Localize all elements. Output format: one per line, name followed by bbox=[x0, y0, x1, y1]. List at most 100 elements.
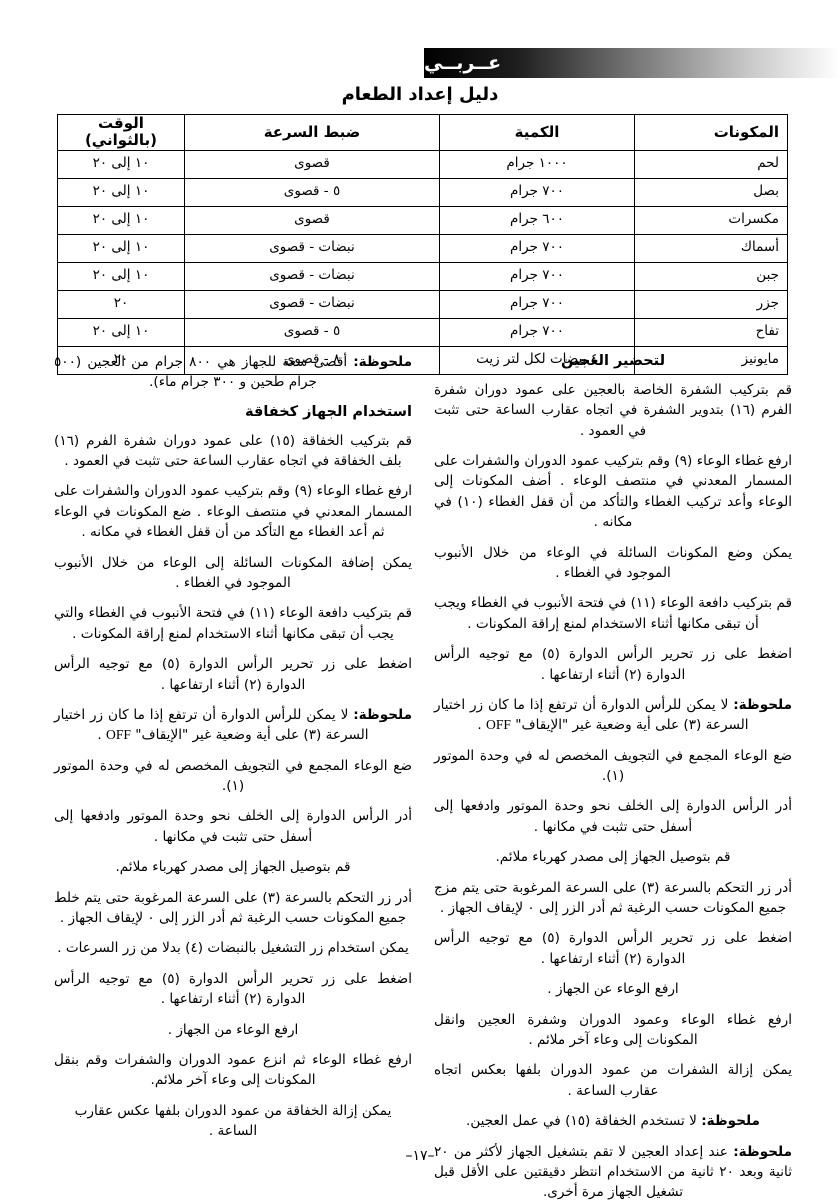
paragraph-lift-bowl: ارفع الوعاء من الجهاز . bbox=[167, 1021, 299, 1038]
note-head-lift: ملحوظة: لا يمكن للرأس الدوارة أن ترتفع إ… bbox=[54, 705, 412, 746]
cell-quantity: ٧٠٠ جرام bbox=[439, 289, 635, 319]
cell-speed: قصوى bbox=[184, 205, 440, 235]
note-text: أقصى سعة للجهاز هي ٨٠٠ جرام من العجين (٥… bbox=[54, 354, 354, 391]
paragraph-lift-bowl: ارفع الوعاء عن الجهاز . bbox=[547, 981, 679, 998]
language-banner: عــربــي bbox=[424, 48, 840, 78]
paragraph-speed-control: أدر زر التحكم بالسرعة (٣) على السرعة الم… bbox=[54, 889, 412, 927]
paragraph-remove-whisk: يمكن إزالة الخفاقة من عمود الدوران بلفها… bbox=[74, 1102, 392, 1140]
note-off-label: OFF bbox=[106, 727, 131, 743]
paragraph-head-release: اضغط على زر تحرير الرأس الدوارة (٥) مع ت… bbox=[434, 646, 792, 683]
cell-speed: نبضات - قصوى bbox=[184, 233, 440, 263]
cell-quantity: ٦٠٠ جرام bbox=[439, 205, 635, 235]
note-label: ملحوظة: bbox=[733, 1143, 792, 1160]
food-guide-table: المكونات الكمية ضبط السرعة الوقت (بالثوا… bbox=[57, 114, 788, 375]
cell-time: ١٠ إلى ٢٠ bbox=[57, 317, 185, 347]
heading-dough-preparation: لتحضير العجين bbox=[560, 353, 666, 369]
cell-speed: قصوى bbox=[184, 149, 440, 179]
table-row: لحم ١٠٠٠ جرام قصوى ١٠ إلى ٢٠ bbox=[57, 149, 788, 179]
paragraph-remove-lid-transfer: ارفع غطاء الوعاء وعمود الدوران وشفرة الع… bbox=[434, 1011, 792, 1048]
cell-speed: ٥ - قصوى bbox=[184, 317, 440, 347]
cell-speed: ٨ - قصوى bbox=[184, 345, 440, 375]
cell-ingredient: أسماك bbox=[634, 233, 788, 263]
paragraph-dough-blade: قم بتركيب الشفرة الخاصة بالعجين على عمود… bbox=[434, 381, 792, 439]
note-text: لا تستخدم الخفاقة (١٥) في عمل العجين. bbox=[466, 1113, 702, 1130]
table-row: مايونيز ٤ بيضات لكل لتر زيت ٨ - قصوى ٢٠ bbox=[57, 345, 788, 375]
column-dough-preparation: لتحضير العجين قم بتركيب الشفرة الخاصة با… bbox=[434, 352, 793, 1200]
paragraph-head-release-2: اضغط على زر تحرير الرأس الدوارة (٥) مع ت… bbox=[434, 930, 792, 967]
cell-quantity: ٧٠٠ جرام bbox=[439, 233, 635, 263]
note-text: لا يمكن للرأس الدوارة أن ترتفع إذا ما كا… bbox=[434, 696, 749, 734]
column-header-ingredient: المكونات bbox=[634, 114, 788, 151]
cell-time: ٢٠ bbox=[57, 345, 185, 375]
cell-ingredient: لحم bbox=[634, 149, 788, 179]
note-label: ملحوظة: bbox=[353, 706, 412, 723]
paragraph-connect-power: قم بتوصيل الجهاز إلى مصدر كهرباء ملائم. bbox=[495, 849, 731, 866]
cell-ingredient: بصل bbox=[634, 177, 788, 207]
column-header-time: الوقت (بالثواني) bbox=[57, 114, 185, 151]
cell-ingredient: جبن bbox=[634, 261, 788, 291]
paragraph-head-release-2: اضغط على زر تحرير الرأس الدوارة (٥) مع ت… bbox=[54, 970, 412, 1008]
paragraph-speed-control: أدر زر التحكم بالسرعة (٣) على السرعة الم… bbox=[434, 879, 792, 917]
table-row: تفاح ٧٠٠ جرام ٥ - قصوى ١٠ إلى ٢٠ bbox=[57, 317, 788, 347]
cell-quantity: ٧٠٠ جرام bbox=[439, 177, 635, 207]
column-whisk-usage: ملحوظة: أقصى سعة للجهاز هي ٨٠٠ جرام من ا… bbox=[54, 352, 412, 1142]
table-body: لحم ١٠٠٠ جرام قصوى ١٠ إلى ٢٠ بصل ٧٠٠ جرا… bbox=[57, 149, 788, 375]
table-row: مكسرات ٦٠٠ جرام قصوى ١٠ إلى ٢٠ bbox=[57, 205, 788, 235]
language-banner-label: عــربــي bbox=[424, 52, 502, 74]
paragraph-head-release: اضغط على زر تحرير الرأس الدوارة (٥) مع ت… bbox=[54, 656, 412, 693]
body-columns: لتحضير العجين قم بتركيب الشفرة الخاصة با… bbox=[54, 352, 793, 1200]
paragraph-remove-lid-transfer: ارفع غطاء الوعاء ثم انزع عمود الدوران وا… bbox=[54, 1052, 412, 1089]
cell-quantity: ٤ بيضات لكل لتر زيت bbox=[439, 345, 635, 375]
note-text: لا يمكن للرأس الدوارة أن ترتفع إذا ما كا… bbox=[54, 706, 369, 744]
note-label: ملحوظة: bbox=[701, 1113, 760, 1130]
cell-time: ١٠ إلى ٢٠ bbox=[57, 205, 185, 235]
table-row: بصل ٧٠٠ جرام ٥ - قصوى ١٠ إلى ٢٠ bbox=[57, 177, 788, 207]
table-header-row: المكونات الكمية ضبط السرعة الوقت (بالثوا… bbox=[57, 114, 788, 151]
cell-ingredient: مايونيز bbox=[634, 345, 788, 375]
paragraph-remove-blades: يمكن إزالة الشفرات من عمود الدوران بلفها… bbox=[434, 1062, 792, 1099]
cell-quantity: ٧٠٠ جرام bbox=[439, 261, 635, 291]
paragraph-lid-and-shaft: ارفع غطاء الوعاء (٩) وقم بتركيب عمود الد… bbox=[434, 453, 793, 531]
note-label: ملحوظة: bbox=[353, 354, 413, 370]
paragraph-bowl-in-motor: ضع الوعاء المجمع في التجويف المخصص له في… bbox=[434, 747, 792, 785]
note-text-tail: . bbox=[477, 717, 487, 734]
food-guide-table-wrapper: المكونات الكمية ضبط السرعة الوقت (بالثوا… bbox=[57, 114, 788, 375]
cell-time: ١٠ إلى ٢٠ bbox=[57, 233, 185, 263]
page-number: –١٧– bbox=[405, 1148, 435, 1164]
cell-time: ١٠ إلى ٢٠ bbox=[57, 261, 185, 291]
paragraph-liquid-ingredients: يمكن إضافة المكونات السائلة إلى الوعاء م… bbox=[54, 554, 412, 591]
cell-quantity: ٧٠٠ جرام bbox=[439, 317, 635, 347]
note-off-label: OFF bbox=[486, 717, 511, 733]
cell-ingredient: مكسرات bbox=[634, 205, 788, 235]
cell-ingredient: جزر bbox=[634, 289, 788, 319]
cell-quantity: ١٠٠٠ جرام bbox=[439, 149, 635, 179]
paragraph-pusher: قم بتركيب دافعة الوعاء (١١) في فتحة الأن… bbox=[54, 605, 412, 642]
note-no-whisk-for-dough: ملحوظة: لا تستخدم الخفاقة (١٥) في عمل ال… bbox=[434, 1111, 792, 1131]
paragraph-connect-power: قم بتوصيل الجهاز إلى مصدر كهرباء ملائم. bbox=[115, 859, 351, 876]
table-row: جبن ٧٠٠ جرام نبضات - قصوى ١٠ إلى ٢٠ bbox=[57, 261, 788, 291]
table-row: أسماك ٧٠٠ جرام نبضات - قصوى ١٠ إلى ٢٠ bbox=[57, 233, 788, 263]
note-head-lift: ملحوظة: لا يمكن للرأس الدوارة أن ترتفع إ… bbox=[434, 695, 792, 736]
cell-time: ١٠ إلى ٢٠ bbox=[57, 149, 185, 179]
paragraph-pulse-button: يمكن استخدام زر التشغيل بالنبضات (٤) بدل… bbox=[57, 940, 409, 957]
paragraph-lower-head: أدر الرأس الدوارة إلى الخلف نحو وحدة الم… bbox=[434, 798, 792, 835]
cell-speed: ٥ - قصوى bbox=[184, 177, 440, 207]
cell-speed: نبضات - قصوى bbox=[184, 261, 440, 291]
note-label: ملحوظة: bbox=[733, 696, 792, 713]
page-title: دليل إعداد الطعام bbox=[341, 84, 499, 105]
paragraph-pusher: قم بتركيب دافعة الوعاء (١١) في فتحة الأن… bbox=[434, 595, 793, 632]
note-text-tail: . bbox=[97, 727, 107, 744]
cell-ingredient: تفاح bbox=[634, 317, 788, 347]
cell-time: ٢٠ bbox=[57, 289, 185, 319]
note-max-dough-capacity: ملحوظة: أقصى سعة للجهاز هي ٨٠٠ جرام من ا… bbox=[54, 352, 412, 393]
table-head: المكونات الكمية ضبط السرعة الوقت (بالثوا… bbox=[57, 114, 788, 151]
paragraph-lower-head: أدر الرأس الدوارة إلى الخلف نحو وحدة الم… bbox=[54, 808, 412, 845]
table-row: جزر ٧٠٠ جرام نبضات - قصوى ٢٠ bbox=[57, 289, 788, 319]
paragraph-bowl-in-motor: ضع الوعاء المجمع في التجويف المخصص له في… bbox=[54, 757, 412, 795]
paragraph-liquid-ingredients: يمكن وضع المكونات السائلة في الوعاء من خ… bbox=[434, 544, 792, 581]
paragraph-lid-and-shaft: ارفع غطاء الوعاء (٩) وقم بتركيب عمود الد… bbox=[54, 483, 412, 541]
heading-whisk-usage: استخدام الجهاز كخفاقة bbox=[245, 403, 412, 420]
column-header-quantity: الكمية bbox=[439, 114, 635, 151]
cell-speed: نبضات - قصوى bbox=[184, 289, 440, 319]
